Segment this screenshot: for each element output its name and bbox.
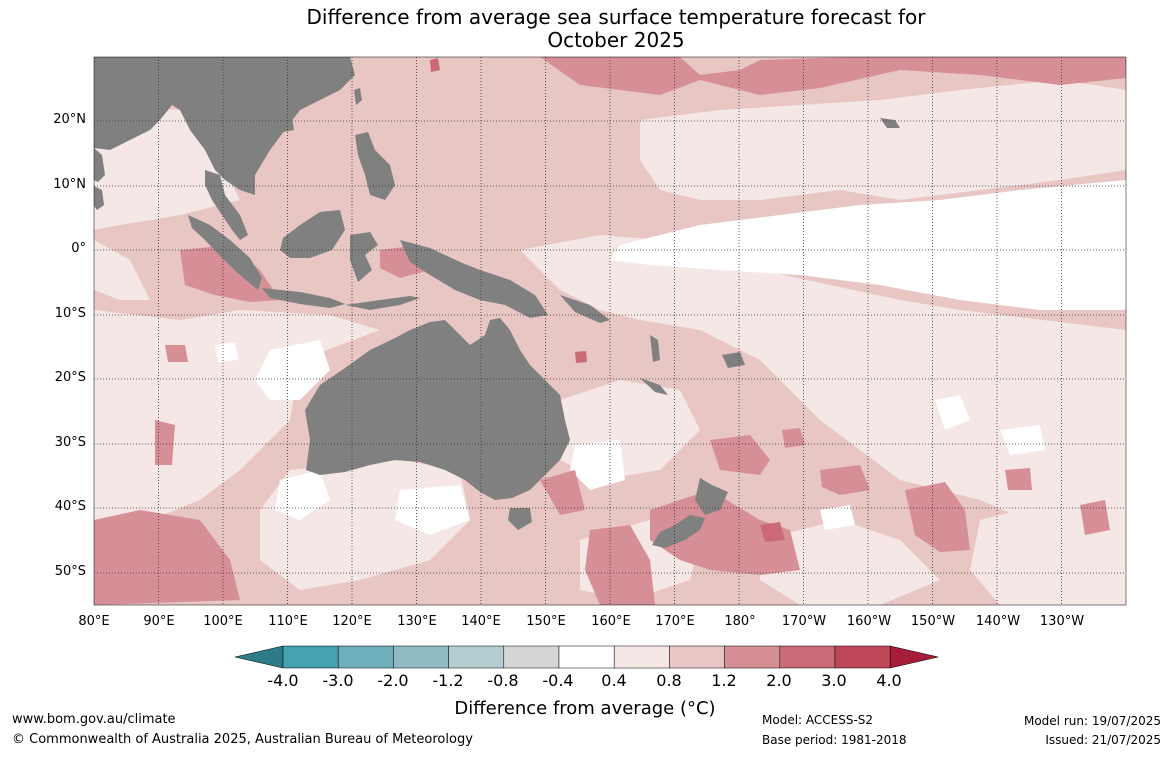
colorbar-segment xyxy=(558,645,615,669)
india-tip xyxy=(94,148,105,182)
lat-label: 20°N xyxy=(53,112,86,127)
hawaii xyxy=(880,118,900,128)
java xyxy=(262,288,345,308)
lon-label: 150°W xyxy=(910,614,956,629)
hainan xyxy=(280,118,294,132)
colorbar-segment xyxy=(724,645,781,669)
colorbar-extend-high xyxy=(889,645,939,669)
colorbar-segment xyxy=(779,645,836,669)
colorbar-tick: 4.0 xyxy=(876,671,902,690)
lon-label: 160°W xyxy=(846,614,892,629)
colorbar-extend-low xyxy=(234,645,284,669)
anomaly-hot-spots xyxy=(430,58,785,542)
lon-label: 120°E xyxy=(332,614,372,629)
lon-label: 150°E xyxy=(526,614,566,629)
sumatra xyxy=(188,215,262,290)
lon-label: 130°E xyxy=(397,614,437,629)
land-masses xyxy=(94,57,900,548)
colorbar-segment xyxy=(613,645,670,669)
philippines xyxy=(355,132,395,200)
lat-label: 10°N xyxy=(53,177,86,192)
anomaly-neutral-regions xyxy=(215,180,1126,535)
colorbar-tick: 0.4 xyxy=(601,671,627,690)
new-guinea xyxy=(400,240,548,318)
colorbar-tick: -0.4 xyxy=(542,671,574,690)
colorbar xyxy=(234,645,939,669)
colorbar-tick: -0.8 xyxy=(487,671,519,690)
lon-label: 90°E xyxy=(143,614,175,629)
lon-label: 80°E xyxy=(78,614,110,629)
website-link[interactable]: www.bom.gov.au/climate xyxy=(12,712,176,727)
lon-label: 170°E xyxy=(655,614,695,629)
colorbar-tick: 1.2 xyxy=(711,671,737,690)
taiwan xyxy=(354,88,362,105)
new-zealand-north xyxy=(695,478,728,515)
indochina-peninsula xyxy=(205,170,248,240)
lon-label: 100°E xyxy=(203,614,243,629)
lat-label: 30°S xyxy=(54,435,86,450)
colorbar-tick: 2.0 xyxy=(766,671,792,690)
colorbar-segment xyxy=(669,645,725,669)
copyright-text: © Commonwealth of Australia 2025, Austra… xyxy=(12,732,473,747)
colorbar-segment xyxy=(448,645,505,669)
colorbar-tick: 3.0 xyxy=(821,671,847,690)
model-name: Model: ACCESS-S2 xyxy=(762,713,874,727)
map-title-line2: October 2025 xyxy=(547,28,685,52)
colorbar-segment xyxy=(834,645,891,669)
vanuatu xyxy=(650,335,660,362)
colorbar-segment xyxy=(282,645,339,669)
sulawesi xyxy=(350,232,378,282)
map-title-line1: Difference from average sea surface temp… xyxy=(306,5,926,29)
lat-label: 50°S xyxy=(54,564,86,579)
new-zealand-south xyxy=(652,515,705,548)
anomaly-warm-regions xyxy=(94,57,1126,605)
map-plot-area xyxy=(94,57,1126,605)
lat-label: 0° xyxy=(71,241,86,256)
anomaly-light-regions xyxy=(94,80,1126,605)
colorbar-title: Difference from average (°C) xyxy=(454,698,716,719)
borneo xyxy=(280,210,345,258)
asia-mainland xyxy=(94,57,355,195)
lat-label: 10°S xyxy=(54,306,86,321)
lat-label: 40°S xyxy=(54,499,86,514)
sri-lanka xyxy=(94,186,104,210)
base-period: Base period: 1981-2018 xyxy=(762,733,907,747)
lon-label: 110°E xyxy=(268,614,308,629)
colorbar-segment xyxy=(503,645,560,669)
lon-label: 130°W xyxy=(1039,614,1085,629)
colorbar-tick: -4.0 xyxy=(267,671,299,690)
new-caledonia xyxy=(640,378,668,395)
colorbar-tick: -2.0 xyxy=(377,671,409,690)
tasmania xyxy=(508,508,532,530)
colorbar-segment xyxy=(337,645,394,669)
lon-label: 170°W xyxy=(781,614,827,629)
colorbar-tick: -3.0 xyxy=(322,671,354,690)
colorbar-segment xyxy=(393,645,449,669)
model-run-date: Model run: 19/07/2025 xyxy=(1023,714,1161,728)
colorbar-tick: 0.8 xyxy=(656,671,682,690)
lesser-sunda xyxy=(345,296,420,310)
lon-label: 140°W xyxy=(975,614,1021,629)
lon-label: 140°E xyxy=(461,614,501,629)
graticule xyxy=(94,57,1126,605)
australia xyxy=(305,318,570,500)
lon-label: 160°E xyxy=(591,614,631,629)
colorbar-tick: -1.2 xyxy=(432,671,464,690)
lon-label: 180° xyxy=(724,614,756,629)
solomon-islands xyxy=(560,295,610,323)
lat-label: 20°S xyxy=(54,370,86,385)
issued-date: Issued: 21/07/2025 xyxy=(1045,733,1161,747)
